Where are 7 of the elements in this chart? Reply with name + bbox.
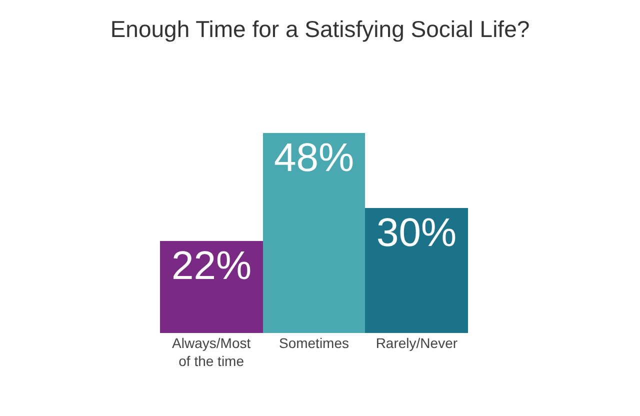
x-tick-label: Sometimes xyxy=(278,335,350,351)
x-tick-label: Rarely/Never xyxy=(376,335,458,351)
x-tick-label: Always/Most of the time xyxy=(172,335,251,370)
chart-title: Enough Time for a Satisfying Social Life? xyxy=(110,16,530,42)
data-label: 48% xyxy=(274,136,354,180)
data-label: 30% xyxy=(376,211,457,255)
data-label: 22% xyxy=(171,244,252,288)
